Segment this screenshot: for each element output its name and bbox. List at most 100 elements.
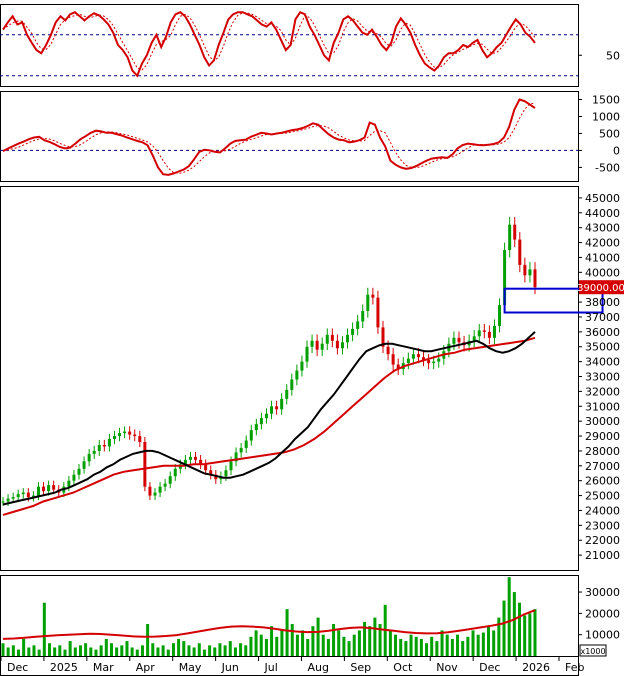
- volume-bar: [533, 609, 537, 656]
- price-axis-tick-label: 43000: [585, 222, 620, 235]
- volume-bar: [414, 636, 418, 656]
- candle-body: [82, 461, 86, 469]
- panel-frame-vol: [0, 575, 579, 657]
- volume-bar: [161, 645, 165, 656]
- volume-unit-box: [579, 644, 607, 657]
- candle-body: [92, 450, 96, 454]
- price-axis-tick-label: 30000: [585, 415, 620, 428]
- volume-bar: [115, 647, 119, 656]
- volume-bar: [492, 630, 496, 656]
- panel-frames: [0, 4, 579, 676]
- macd-line: [2, 98, 536, 176]
- volume-bar: [202, 649, 206, 656]
- candle-body: [72, 474, 76, 481]
- volume-bar: [295, 634, 299, 656]
- volume-bar: [120, 645, 124, 656]
- candle-body: [325, 334, 329, 344]
- volume-bar: [166, 649, 170, 656]
- candle-body: [503, 250, 507, 306]
- volume-bar: [6, 647, 10, 656]
- volume-bar: [363, 621, 367, 656]
- candle-body: [457, 337, 461, 343]
- volume-bar: [347, 641, 351, 656]
- price-axis-tick-label: 37000: [585, 311, 620, 324]
- panel-frame-price: [0, 186, 579, 571]
- candle-body: [163, 483, 167, 487]
- volume-bar: [285, 609, 289, 656]
- volume-bar: [337, 630, 341, 656]
- candle-body: [102, 444, 106, 447]
- volume-bar: [109, 643, 113, 656]
- candle-body: [42, 486, 46, 492]
- volume-unit-label: x1000: [580, 647, 605, 656]
- x-tick-label: Feb: [565, 661, 584, 674]
- price-axis-tick-label: 21000: [585, 549, 620, 562]
- volume-bar: [171, 643, 175, 656]
- price-axis-tick-label: 42000: [585, 237, 620, 250]
- volume-bar: [306, 638, 310, 656]
- volume-bar: [218, 643, 222, 656]
- macd-axis-tick-label: 1000: [592, 110, 620, 123]
- candle-body: [1, 501, 5, 503]
- volume-bar: [182, 641, 186, 656]
- candle-body: [244, 440, 248, 448]
- macd-axis-tick-label: -500: [595, 161, 620, 174]
- volume-bar: [435, 641, 439, 656]
- candle-body: [107, 439, 111, 447]
- volume-bar: [233, 647, 237, 656]
- volume-bar: [528, 613, 532, 656]
- volume-bar: [244, 645, 248, 656]
- candle-body: [31, 495, 35, 498]
- candle-body: [391, 354, 395, 365]
- x-tick-label: 2026: [522, 661, 550, 674]
- volume-bar: [239, 643, 243, 656]
- candle-body: [11, 497, 15, 499]
- macd-axis-tick-label: 500: [599, 127, 620, 140]
- rsi-axis-tick-label: 50: [606, 49, 620, 62]
- x-tick-label: Sep: [350, 661, 371, 674]
- candle-body: [376, 297, 380, 328]
- volume-bar: [16, 649, 20, 656]
- volume-bar: [125, 641, 129, 656]
- volume-bar: [22, 638, 26, 656]
- candle-body: [452, 337, 456, 344]
- x-tick-label: Mar: [93, 661, 114, 674]
- volume-bar: [140, 645, 144, 656]
- volume-bar: [249, 636, 253, 656]
- volume-bar: [254, 630, 258, 656]
- volume-bar: [58, 645, 62, 656]
- volume-bar: [47, 643, 51, 656]
- volume-bar: [259, 634, 263, 656]
- moving-average-long: [2, 336, 536, 516]
- volume-bar: [84, 643, 88, 656]
- candle-body: [87, 453, 91, 462]
- volume-bar: [301, 630, 305, 656]
- volume-bar: [192, 647, 196, 656]
- volume-bar: [73, 647, 77, 656]
- candle-body: [366, 294, 370, 312]
- volume-bar: [450, 638, 454, 656]
- volume-bar: [11, 645, 15, 656]
- volume-bar: [404, 641, 408, 656]
- volume-bar: [461, 641, 465, 656]
- candle-body: [477, 330, 481, 337]
- price-axis-tick-label: 45000: [585, 192, 620, 205]
- candle-body: [406, 358, 410, 364]
- candle-body: [77, 468, 81, 475]
- price-axis-tick-label: 29000: [585, 430, 620, 443]
- moving-average-short: [2, 331, 536, 506]
- price-axis-tick-label: 25000: [585, 490, 620, 503]
- candle-body: [209, 470, 213, 475]
- volume-axis-tick-label: 10000: [585, 629, 620, 642]
- volume-bar: [456, 634, 460, 656]
- price-axis-tick-label: 32000: [585, 385, 620, 398]
- candle-body: [275, 406, 279, 410]
- x-axis: Dec 2025 Mar Apr May Jun Jul Aug Sep Oct Nov Dec 202…: [0, 656, 584, 674]
- candle-body: [422, 357, 426, 361]
- x-tick-label: Dec: [7, 661, 28, 674]
- candle-body: [356, 321, 360, 329]
- volume-bar: [99, 645, 103, 656]
- candle-body: [259, 418, 263, 425]
- candle-body: [26, 492, 30, 498]
